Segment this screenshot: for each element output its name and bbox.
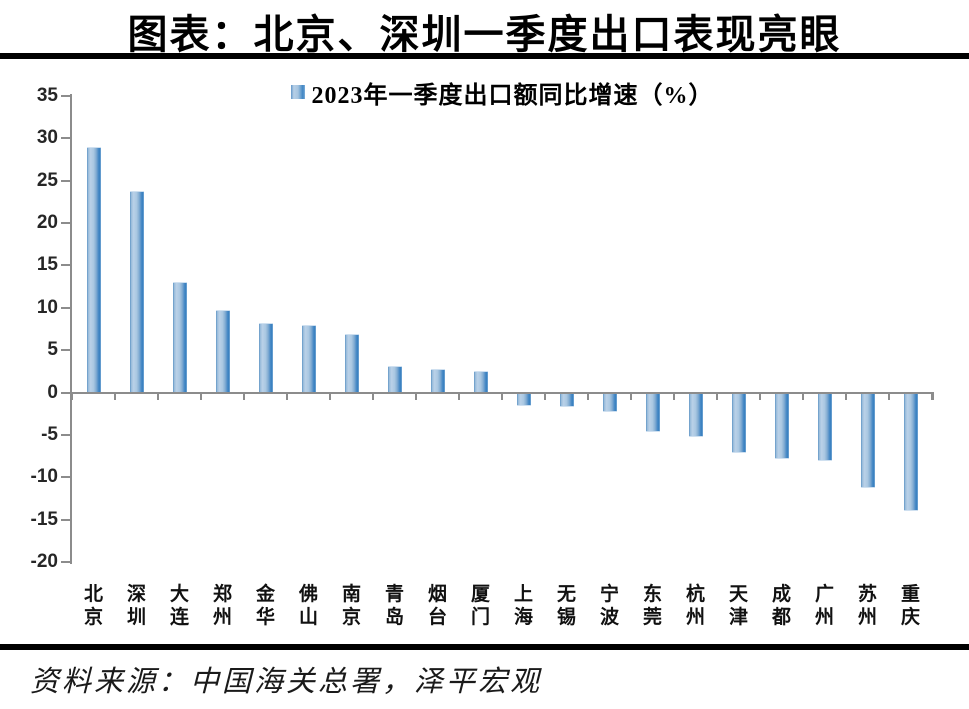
x-axis-tick bbox=[157, 394, 159, 401]
y-axis-tick bbox=[61, 95, 70, 97]
y-axis-tick bbox=[61, 518, 70, 521]
y-axis-tick bbox=[61, 179, 70, 182]
x-axis-tick bbox=[114, 394, 116, 401]
y-axis-tick bbox=[61, 222, 70, 225]
page-title: 图表：北京、深圳一季度出口表现亮眼 bbox=[127, 12, 842, 57]
y-axis-tick bbox=[61, 433, 70, 436]
y-axis-tick bbox=[61, 476, 70, 479]
bar-重庆 bbox=[903, 393, 918, 511]
x-label-烟台: 烟台 bbox=[427, 584, 447, 628]
y-axis-tick-label: 15 bbox=[36, 254, 58, 276]
x-label-深圳: 深圳 bbox=[126, 584, 146, 628]
y-axis-tick bbox=[61, 349, 70, 352]
plot-area: 35 30 25 20 15 10 5 0 -5 -10 -15 -20 bbox=[31, 85, 934, 572]
source-note: 资料来源：中国海关总署，泽平宏观 bbox=[30, 666, 543, 698]
x-axis-tick bbox=[630, 394, 632, 401]
y-axis-spine bbox=[69, 94, 72, 564]
x-label-成都: 成都 bbox=[771, 584, 791, 628]
bar-大连 bbox=[172, 281, 187, 394]
x-label-广州: 广州 bbox=[814, 584, 834, 628]
bar-厦门 bbox=[473, 370, 488, 394]
x-label-天津: 天津 bbox=[728, 584, 748, 628]
x-axis-tick bbox=[329, 394, 331, 401]
x-axis-tick bbox=[888, 394, 890, 401]
x-label-青岛: 青岛 bbox=[384, 584, 404, 628]
bar-南京 bbox=[344, 334, 359, 394]
y-axis-tick-label: -15 bbox=[30, 508, 58, 530]
x-axis-labels: 北京深圳大连郑州金华佛山南京青岛烟台厦门上海无锡宁波东莞杭州天津成都广州苏州重庆 bbox=[72, 583, 932, 635]
bar-北京 bbox=[86, 146, 101, 394]
x-axis-line bbox=[69, 391, 934, 395]
bar-苏州 bbox=[860, 393, 875, 488]
title-divider bbox=[0, 53, 969, 59]
bar-杭州 bbox=[688, 393, 703, 437]
x-label-无锡: 无锡 bbox=[556, 584, 576, 628]
bar-上海 bbox=[516, 393, 531, 407]
y-axis-tick bbox=[61, 306, 70, 309]
bar-烟台 bbox=[430, 368, 445, 394]
bar-东莞 bbox=[645, 393, 660, 432]
y-axis-tick-label: 5 bbox=[47, 339, 58, 361]
y-axis-tick-label: -10 bbox=[30, 466, 58, 488]
x-label-金华: 金华 bbox=[255, 584, 275, 628]
x-axis-tick bbox=[759, 394, 761, 401]
x-label-佛山: 佛山 bbox=[298, 584, 318, 628]
bar-深圳 bbox=[129, 190, 144, 394]
x-label-苏州: 苏州 bbox=[857, 584, 877, 628]
x-axis-tick bbox=[458, 394, 460, 401]
bar-无锡 bbox=[559, 393, 574, 408]
bar-宁波 bbox=[602, 393, 617, 413]
bar-金华 bbox=[258, 323, 273, 394]
legend-label: 2023年一季度出口额同比增速（%） bbox=[311, 82, 714, 109]
x-axis-tick bbox=[415, 394, 417, 401]
y-axis-tick-label: -5 bbox=[41, 423, 58, 445]
x-axis-tick bbox=[372, 394, 374, 401]
legend-swatch-icon bbox=[290, 85, 305, 99]
bar-天津 bbox=[731, 393, 746, 453]
y-axis-tick-label: 20 bbox=[36, 212, 58, 234]
x-label-东莞: 东莞 bbox=[642, 584, 662, 628]
x-axis-tick bbox=[716, 394, 718, 401]
x-axis-tick bbox=[845, 394, 847, 401]
bar-广州 bbox=[817, 393, 832, 461]
x-axis-tick bbox=[286, 394, 288, 401]
x-label-郑州: 郑州 bbox=[212, 584, 232, 628]
x-axis-tick bbox=[501, 394, 503, 401]
y-axis-tick-label: 30 bbox=[36, 127, 58, 149]
x-label-南京: 南京 bbox=[341, 584, 361, 628]
x-axis-endcap bbox=[931, 391, 934, 400]
chart-legend: 2023年一季度出口额同比增速（%） bbox=[72, 79, 932, 109]
y-axis-tick-label: 0 bbox=[47, 381, 58, 403]
footer-divider bbox=[0, 644, 969, 650]
x-label-厦门: 厦门 bbox=[470, 584, 490, 628]
x-axis-tick bbox=[673, 394, 675, 401]
bar-佛山 bbox=[301, 324, 316, 394]
y-axis-tick bbox=[61, 561, 70, 563]
x-axis-tick bbox=[243, 394, 245, 401]
x-axis-tick bbox=[802, 394, 804, 401]
y-axis-tick bbox=[61, 391, 70, 394]
y-axis-tick-label: 10 bbox=[36, 296, 58, 318]
y-axis-tick-label: 25 bbox=[36, 169, 58, 191]
bar-郑州 bbox=[215, 310, 230, 394]
y-axis-tick bbox=[61, 137, 70, 140]
x-label-宁波: 宁波 bbox=[599, 584, 619, 628]
x-label-杭州: 杭州 bbox=[685, 584, 705, 628]
x-label-北京: 北京 bbox=[83, 584, 103, 628]
x-axis-tick bbox=[71, 394, 73, 401]
bar-青岛 bbox=[387, 366, 402, 394]
x-axis-tick bbox=[587, 394, 589, 401]
x-axis-tick bbox=[544, 394, 546, 401]
x-label-上海: 上海 bbox=[513, 584, 533, 628]
y-axis-tick-label: 35 bbox=[36, 85, 58, 106]
y-axis-tick bbox=[61, 264, 70, 267]
y-axis-tick-label: -20 bbox=[30, 551, 58, 572]
x-label-重庆: 重庆 bbox=[900, 584, 920, 628]
x-label-大连: 大连 bbox=[169, 584, 189, 628]
x-axis-tick bbox=[200, 394, 202, 401]
bar-成都 bbox=[774, 393, 789, 459]
